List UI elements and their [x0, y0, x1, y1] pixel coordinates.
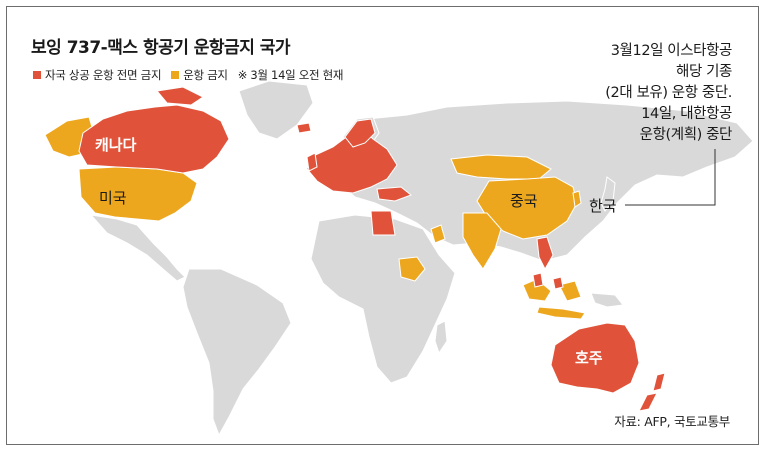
madagascar [434, 320, 448, 355]
label-canada: 캐나다 [95, 136, 137, 154]
label-korea: 한국 [589, 197, 617, 215]
uk [306, 152, 318, 172]
full-ban-label: 자국 상공 운항 전면 금지 [45, 68, 162, 82]
australia [550, 322, 640, 394]
korea-callout-line [625, 149, 716, 206]
usa [78, 166, 198, 222]
annotation-line-4: 14일, 대한항공 [641, 106, 732, 122]
japan [600, 176, 616, 212]
new-zealand-south [638, 392, 658, 412]
norway-sweden [344, 118, 376, 148]
source-text: 자료: AFP, 국토교통부 [614, 414, 730, 429]
map-frame: 캐나다 미국 중국 한국 호주 보잉 737-맥스 항공기 운항금지 국가 자국… [6, 6, 759, 445]
new-zealand [652, 372, 666, 392]
annotation-line-2: 해당 기종 [676, 64, 732, 80]
korea [572, 190, 582, 208]
india [462, 212, 502, 270]
annotation-line-1: 3월12일 이스타항공 [610, 43, 733, 59]
operation-ban-swatch [171, 71, 180, 79]
label-china: 중국 [510, 192, 538, 210]
label-australia: 호주 [575, 349, 603, 367]
annotation-line-5: 운항(계획) 중단 [639, 127, 733, 143]
indonesia-2 [536, 306, 586, 320]
legend: 자국 상공 운항 전면 금지 운항 금지 ※ 3월 14일 오전 현재 [33, 67, 344, 83]
world-map: 캐나다 미국 중국 한국 호주 [44, 80, 754, 437]
vietnam [536, 236, 554, 271]
turkey [376, 186, 412, 202]
canada-islands [156, 86, 204, 106]
chart-title: 보잉 737-맥스 항공기 운항금지 국가 [31, 38, 291, 58]
south-america [182, 268, 292, 437]
canada [78, 104, 230, 174]
africa [310, 214, 456, 384]
oman [430, 224, 446, 244]
mexico-central-america [89, 214, 186, 282]
ethiopia [398, 256, 426, 282]
egypt [370, 210, 396, 236]
papua [590, 292, 624, 308]
annotation-line-3: (2대 보유) 운항 중단. [605, 85, 732, 101]
iceland [296, 122, 312, 134]
legend-note: ※ 3월 14일 오전 현재 [237, 68, 344, 82]
malaysia [532, 272, 544, 288]
borneo-red [552, 276, 564, 290]
label-usa: 미국 [99, 189, 127, 207]
indonesia-3 [558, 280, 582, 302]
korea-annotation: 3월12일 이스타항공 해당 기종 (2대 보유) 운항 중단. 14일, 대한… [552, 41, 732, 146]
full-ban-swatch [33, 71, 41, 79]
operation-ban-label: 운항 금지 [183, 68, 228, 82]
